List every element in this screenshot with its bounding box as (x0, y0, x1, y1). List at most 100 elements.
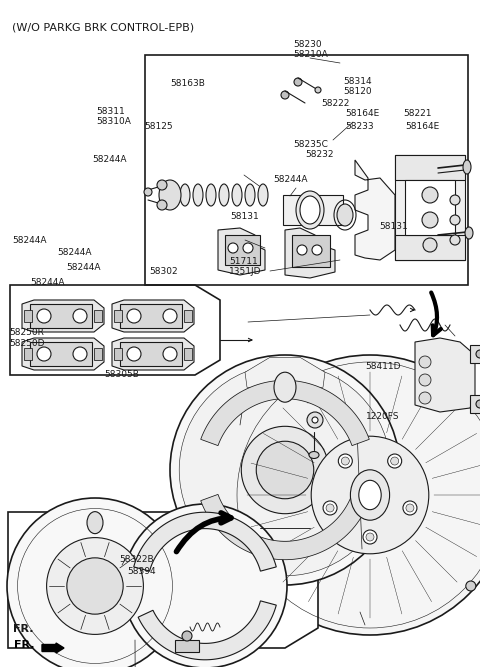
Circle shape (256, 442, 314, 499)
Circle shape (307, 412, 323, 428)
Circle shape (406, 504, 414, 512)
Circle shape (243, 243, 253, 253)
Ellipse shape (309, 452, 319, 458)
Ellipse shape (193, 184, 203, 206)
Ellipse shape (274, 372, 296, 402)
Bar (225, 235, 260, 265)
Bar (24, 310, 32, 322)
Ellipse shape (337, 204, 353, 226)
Polygon shape (218, 228, 265, 275)
Circle shape (281, 91, 289, 99)
Ellipse shape (300, 196, 320, 224)
Circle shape (157, 180, 167, 190)
Polygon shape (134, 512, 276, 571)
Text: 58125: 58125 (144, 122, 173, 131)
Bar (114, 310, 122, 322)
Ellipse shape (465, 227, 473, 239)
Bar (405, 180, 455, 235)
Ellipse shape (180, 184, 190, 206)
Circle shape (450, 235, 460, 245)
Polygon shape (138, 601, 276, 660)
Bar (30, 304, 92, 328)
Ellipse shape (359, 480, 381, 510)
Bar (175, 640, 199, 652)
Circle shape (179, 364, 391, 576)
Circle shape (423, 238, 437, 252)
Circle shape (144, 188, 152, 196)
Text: 58222: 58222 (322, 99, 350, 107)
Text: 58244A: 58244A (274, 175, 308, 184)
Text: 58322B: 58322B (119, 555, 154, 564)
Ellipse shape (296, 191, 324, 229)
Text: 58394: 58394 (127, 567, 156, 576)
Polygon shape (8, 512, 318, 648)
Text: 58164E: 58164E (406, 122, 440, 131)
Text: 58250R
58250D: 58250R 58250D (10, 328, 45, 348)
Circle shape (403, 501, 417, 515)
Circle shape (297, 245, 307, 255)
Text: 58163B: 58163B (170, 79, 205, 87)
Polygon shape (201, 494, 369, 560)
Circle shape (388, 454, 402, 468)
Circle shape (170, 355, 400, 585)
Text: 58311
58310A: 58311 58310A (96, 107, 131, 126)
Text: 58411D: 58411D (365, 362, 400, 371)
Text: 58244A: 58244A (66, 263, 101, 272)
Ellipse shape (419, 374, 431, 386)
Ellipse shape (258, 184, 268, 206)
Text: 58164E: 58164E (346, 109, 380, 117)
Ellipse shape (219, 184, 229, 206)
Text: 51711
1351JD: 51711 1351JD (229, 257, 262, 276)
Bar (30, 342, 92, 366)
Text: FR.: FR. (14, 640, 35, 650)
Circle shape (338, 454, 352, 468)
Circle shape (312, 245, 322, 255)
Circle shape (326, 504, 334, 512)
Polygon shape (22, 338, 104, 370)
Circle shape (341, 457, 349, 465)
Circle shape (311, 436, 429, 554)
Text: 58232: 58232 (305, 150, 333, 159)
Bar (470, 395, 480, 413)
Circle shape (37, 347, 51, 361)
Ellipse shape (419, 392, 431, 404)
Circle shape (315, 87, 321, 93)
Circle shape (312, 417, 318, 423)
Text: (W/O PARKG BRK CONTROL-EPB): (W/O PARKG BRK CONTROL-EPB) (12, 22, 194, 32)
Circle shape (391, 457, 399, 465)
Ellipse shape (245, 184, 255, 206)
Circle shape (157, 200, 167, 210)
Ellipse shape (87, 512, 103, 534)
Circle shape (466, 581, 476, 591)
Bar (145, 55, 468, 285)
Circle shape (476, 400, 480, 408)
Bar (395, 155, 465, 260)
Circle shape (183, 648, 191, 656)
Polygon shape (10, 285, 220, 375)
Circle shape (366, 533, 374, 541)
Circle shape (67, 558, 123, 614)
Bar (94, 348, 102, 360)
Circle shape (182, 631, 192, 641)
Text: 58244A: 58244A (12, 236, 47, 245)
Bar (120, 342, 182, 366)
Bar (470, 345, 480, 363)
Bar (395, 235, 465, 260)
Text: 58131: 58131 (230, 212, 259, 221)
Polygon shape (285, 228, 335, 278)
Text: 1220FS: 1220FS (366, 412, 399, 421)
Ellipse shape (206, 184, 216, 206)
Ellipse shape (419, 356, 431, 368)
Text: 58235C: 58235C (293, 140, 328, 149)
Bar (24, 348, 32, 360)
Polygon shape (355, 160, 395, 260)
Bar (184, 310, 192, 322)
Bar (114, 348, 122, 360)
Circle shape (123, 504, 287, 667)
Text: 58230
58210A: 58230 58210A (293, 40, 327, 59)
Text: 58244A: 58244A (30, 278, 65, 287)
Circle shape (476, 350, 480, 358)
Text: FR.: FR. (13, 624, 34, 634)
Text: 58302: 58302 (149, 267, 178, 275)
Ellipse shape (159, 180, 181, 210)
